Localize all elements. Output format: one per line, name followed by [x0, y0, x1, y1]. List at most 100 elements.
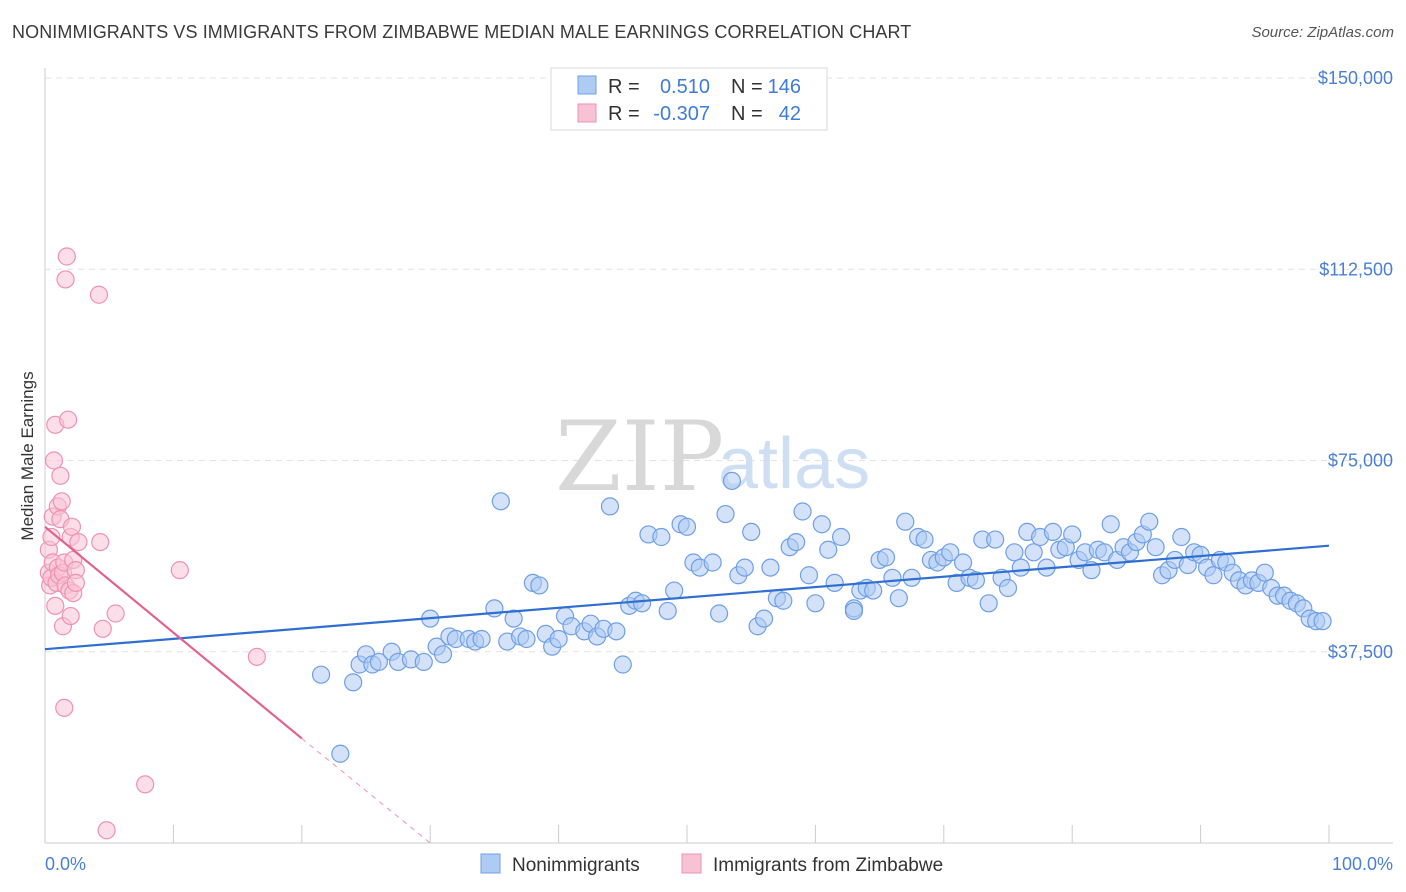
- scatter-point: [491, 492, 510, 511]
- scatter-point: [876, 548, 896, 567]
- scatter-point: [1313, 612, 1332, 631]
- scatter-point: [89, 285, 109, 304]
- scatter-point: [722, 471, 742, 490]
- scatter-point: [549, 629, 568, 649]
- scatter-point: [742, 522, 761, 542]
- scatter-point: [1172, 527, 1191, 547]
- scatter-point: [1101, 515, 1120, 534]
- scatter-point: [754, 609, 774, 628]
- scatter-point: [709, 604, 729, 623]
- scatter-point: [986, 530, 1005, 549]
- scatter-point: [966, 571, 986, 590]
- scatter-point: [69, 532, 88, 552]
- scatter-point: [91, 532, 110, 552]
- legend-n-value-pink: 42: [779, 103, 801, 125]
- source-label: Source: ZipAtlas.com: [1251, 24, 1394, 41]
- axes: [44, 68, 1393, 844]
- trend-lines: [44, 525, 1330, 844]
- scatter-point: [44, 451, 64, 470]
- scatter-point: [414, 652, 433, 672]
- scatter-point: [652, 527, 671, 547]
- y-tick-label: $37,500: [1328, 642, 1393, 662]
- scatter-point: [1011, 558, 1030, 577]
- scatter-point: [844, 601, 864, 621]
- legend-box: R = 0.510 N = 146 R = -0.307 N = 42: [550, 67, 828, 131]
- scatter-point: [62, 517, 82, 536]
- scatter-point: [530, 576, 549, 595]
- trend-line-immigrants-zimbabwe: [44, 525, 303, 740]
- y-tick-labels: $37,500 $75,000 $112,500 $150,000: [1318, 68, 1393, 662]
- scatter-point: [799, 566, 819, 585]
- scatter-point: [825, 573, 844, 593]
- scatter-point: [56, 270, 75, 289]
- legend-r-label-blue: R =: [608, 76, 640, 98]
- scatter-point: [787, 532, 806, 552]
- watermark-atlas: atlas: [718, 424, 870, 504]
- legend-n-label-pink: N =: [731, 103, 763, 125]
- y-tick-label: $75,000: [1328, 451, 1393, 471]
- scatter-point: [941, 543, 960, 562]
- scatter-point: [472, 629, 491, 649]
- scatter-point: [793, 502, 812, 521]
- legend-frame: [550, 67, 828, 131]
- scatter-point: [1063, 525, 1082, 544]
- scatter-point: [998, 578, 1018, 598]
- bottom-legend-label-pink: Immigrants from Zimbabwe: [713, 855, 943, 876]
- scatter-point: [57, 247, 76, 266]
- scatter-point: [59, 410, 78, 429]
- scatter-point: [953, 553, 973, 572]
- scatter-point: [433, 645, 453, 664]
- scatter-point: [344, 673, 363, 692]
- x-tick-label-min: 0.0%: [45, 854, 86, 874]
- legend-r-value-blue: 0.510: [660, 76, 710, 98]
- scatter-point: [812, 515, 831, 534]
- legend-n-value-blue: 146: [768, 76, 801, 98]
- x-ticks: [44, 825, 1330, 843]
- scatter-point: [1024, 543, 1043, 562]
- scatter-point: [806, 594, 825, 613]
- scatter-point: [665, 581, 684, 600]
- scatter-point: [831, 527, 851, 547]
- scatter-point: [1140, 512, 1159, 531]
- scatter-point: [979, 594, 998, 613]
- scatter-point: [774, 591, 793, 610]
- legend-r-label-pink: R =: [608, 103, 640, 125]
- legend-r-value-pink: -0.307: [653, 103, 710, 125]
- y-tick-label: $112,500: [1319, 259, 1393, 279]
- y-tick-label: $150,000: [1318, 68, 1393, 88]
- scatter-point: [632, 594, 652, 613]
- watermark-zip: ZIP: [555, 401, 724, 513]
- scatter-point: [716, 504, 735, 524]
- scatter-point: [658, 601, 677, 621]
- scatter-point: [1043, 522, 1063, 542]
- trend-line-extension-immigrants-zimbabwe: [301, 738, 431, 844]
- scatter-point: [136, 775, 155, 794]
- scatter-point: [864, 581, 883, 600]
- trend-line-nonimmigrants: [44, 544, 1330, 651]
- scatter-point: [517, 629, 536, 649]
- series-immigrants-zimbabwe: [39, 247, 266, 840]
- scatter-point: [613, 655, 632, 674]
- scatter-point: [703, 553, 722, 572]
- bottom-legend-label-blue: Nonimmigrants: [512, 855, 640, 876]
- watermark: ZIP atlas: [555, 401, 870, 513]
- scatter-point: [761, 558, 780, 577]
- scatter-point: [61, 606, 80, 626]
- scatter-point: [52, 492, 71, 511]
- bottom-legend-swatch-pink: [681, 853, 702, 874]
- scatter-point: [51, 466, 70, 485]
- legend-swatch-pink: [577, 103, 597, 123]
- scatter-point: [1204, 566, 1223, 585]
- scatter-point: [600, 497, 620, 516]
- scatter-point: [915, 530, 934, 549]
- bottom-legend-swatch-blue: [480, 853, 501, 874]
- y-axis-label: Median Male Earnings: [18, 371, 37, 540]
- scatter-point: [42, 527, 61, 547]
- scatter-point: [1146, 538, 1165, 557]
- scatter-point: [369, 652, 388, 672]
- scatter-point: [331, 744, 350, 763]
- scatter-point: [504, 609, 523, 628]
- x-tick-label-max: 100.0%: [1332, 854, 1393, 874]
- scatter-point: [247, 647, 266, 666]
